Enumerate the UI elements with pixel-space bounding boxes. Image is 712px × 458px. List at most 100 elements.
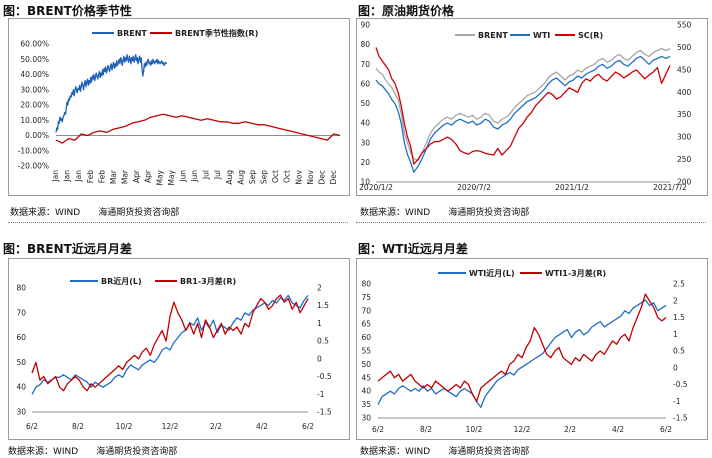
x-tick-label: 8/2: [72, 422, 84, 431]
x-tick-label: Jul: [202, 170, 211, 180]
x-tick-label: Jul: [213, 170, 222, 180]
y-tick-label: 80: [360, 40, 370, 49]
y-tick-label: 70: [16, 308, 26, 317]
chart2-source: 数据来源：WIND 海通期货投资咨询部: [360, 208, 530, 218]
x-tick-label: 2020/7/2: [457, 183, 491, 192]
x-tick-label: Sep: [248, 170, 257, 184]
chart2-frame: [356, 18, 708, 196]
y-tick-label: 40.00%: [20, 70, 49, 79]
y2-tick-label: 200: [677, 178, 692, 187]
y-tick-label: 40: [360, 119, 370, 128]
x-tick-label: Nov: [294, 169, 303, 184]
x-tick-label: 12/2: [514, 425, 531, 434]
y-tick-label: 60: [16, 333, 26, 342]
legend-label-1: WTI近月(L): [469, 268, 515, 278]
x-tick-label: Apr: [132, 169, 141, 183]
legend-label-2: BR1-3月差(R): [180, 276, 236, 286]
x-tick-label: Dec: [317, 170, 326, 185]
x-tick-label: 4/2: [256, 422, 268, 431]
x-tick-label: Oct: [283, 170, 292, 183]
y-tick-label: 30.00%: [20, 85, 49, 94]
separator-top-left: [8, 222, 348, 223]
y-tick-label: 80: [16, 284, 26, 293]
y-tick-label: 50: [361, 360, 371, 369]
x-tick-label: Jan: [74, 170, 83, 183]
x-tick-label: Jan: [51, 170, 60, 183]
x-tick-label: Jan: [63, 170, 72, 183]
y-tick-label: 70: [361, 306, 371, 315]
y-tick-label: 70: [360, 60, 370, 69]
x-tick-label: 2/2: [210, 422, 222, 431]
y2-tick-label: -1.5: [673, 414, 688, 423]
y2-tick-label: 2.5: [673, 280, 685, 289]
y2-tick-label: 350: [677, 110, 692, 119]
legend-label-2: WTI1-3月差(R): [545, 268, 606, 278]
x-tick-label: Mar: [109, 169, 118, 184]
y-tick-label: 20: [360, 158, 370, 167]
x-tick-label: Aug: [225, 170, 234, 185]
y-tick-label: 65: [361, 320, 371, 329]
y2-tick-label: 0: [317, 354, 322, 363]
y2-tick-label: 550: [677, 21, 692, 30]
y-tick-label: 60: [361, 333, 371, 342]
y2-tick-label: -1: [317, 390, 325, 399]
x-tick-label: Feb: [97, 170, 106, 184]
y-tick-label: 10: [360, 178, 370, 187]
y2-tick-label: -0.5: [317, 372, 332, 381]
x-tick-label: Dec: [329, 170, 338, 185]
y-tick-label: 60: [360, 79, 370, 88]
y-tick-label: 90: [360, 21, 370, 30]
legend-label-2: WTI: [533, 31, 550, 40]
series-line-1: [377, 299, 667, 408]
x-tick-label: Nov: [306, 169, 315, 184]
y2-tick-label: 1: [673, 330, 678, 339]
series-line-1: [55, 54, 167, 133]
chart1-frame: [8, 18, 350, 196]
y-tick-label: 30: [360, 138, 370, 147]
x-tick-label: 4/2: [612, 425, 624, 434]
y2-tick-label: -1: [673, 397, 681, 406]
series-line-1: [375, 47, 671, 162]
x-tick-label: 2021/1/2: [555, 183, 589, 192]
y2-tick-label: 1: [317, 319, 322, 328]
x-tick-label: 2/2: [564, 425, 576, 434]
y-tick-label: 0.00%: [25, 131, 49, 140]
y-tick-label: 35: [361, 400, 371, 409]
separator-top-right: [356, 222, 706, 223]
x-tick-label: 2021/7/2: [653, 183, 687, 192]
chart2-title: 图：原油期货价格: [358, 4, 455, 18]
chart1-title: 图：BRENT价格季节性: [3, 4, 132, 18]
x-tick-label: 10/2: [116, 422, 133, 431]
y-tick-label: 55: [361, 347, 371, 356]
y2-tick-label: 0.5: [317, 337, 329, 346]
chart4-frame: [356, 258, 708, 440]
x-tick-label: Oct: [271, 170, 280, 183]
x-tick-label: Apr: [144, 169, 153, 183]
chart4-title: 图：WTI近远月月差: [358, 242, 468, 256]
x-tick-label: Jun: [178, 170, 187, 183]
series-line-2: [55, 113, 341, 144]
x-tick-label: 10/2: [466, 425, 483, 434]
chart1-source: 数据来源：WIND 海通期货投资咨询部: [10, 208, 180, 218]
y-tick-label: 50.00%: [20, 55, 49, 64]
y2-tick-label: 0: [673, 363, 678, 372]
y2-tick-label: 0.5: [673, 347, 685, 356]
x-tick-label: Feb: [86, 170, 95, 184]
y-tick-label: 40: [16, 383, 26, 392]
y2-tick-label: 500: [677, 43, 692, 52]
y2-tick-label: 1.5: [317, 301, 329, 310]
legend-label-1: BRENT: [117, 29, 147, 38]
legend-label-1: BR近月(L): [101, 276, 142, 286]
x-tick-label: Aug: [236, 170, 245, 185]
y2-tick-label: 1.5: [673, 313, 685, 322]
x-tick-label: 6/2: [26, 422, 38, 431]
x-tick-label: May: [167, 169, 176, 185]
chart4-source: 数据来源：WIND 海通期货投资咨询部: [360, 447, 530, 457]
legend-label-2: BRENT季节性指数(R): [175, 28, 258, 38]
y-tick-label: 30: [16, 408, 26, 417]
chart3-frame: [8, 258, 350, 440]
series-line-3: [375, 47, 671, 165]
